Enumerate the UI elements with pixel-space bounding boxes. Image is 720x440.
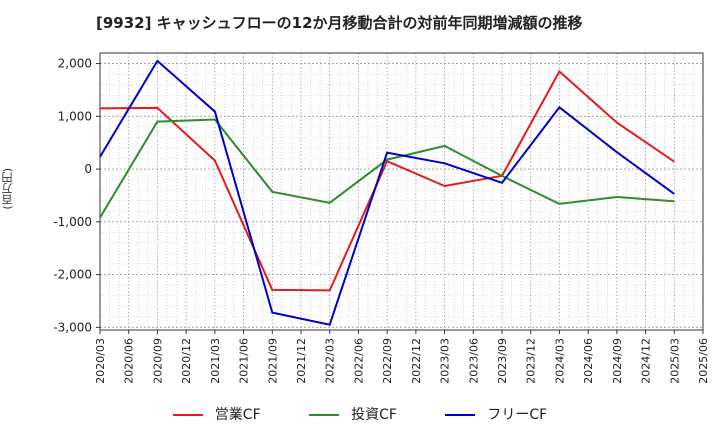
x-tick-label: 2021/03 [209, 338, 222, 384]
x-tick-label: 2022/09 [381, 338, 394, 384]
x-tick-label: 2024/03 [553, 338, 566, 384]
series-line-investing-cf [99, 118, 675, 219]
legend-label-free-cf: フリーCF [487, 407, 548, 423]
legend-item-free-cf: フリーCF [445, 404, 547, 424]
x-tick-label: 2024/12 [640, 338, 653, 384]
legend-item-investing-cf: 投資CF [309, 404, 397, 424]
y-tick-label: -2,000 [53, 268, 92, 282]
y-tick-label: -3,000 [53, 320, 92, 334]
x-tick-label: 2023/09 [496, 338, 509, 384]
series-line-free-cf [99, 59, 675, 326]
x-tick-label: 2021/06 [238, 338, 251, 384]
x-tick-label: 2025/03 [668, 338, 681, 384]
x-tick-label: 2020/03 [94, 338, 107, 384]
x-tick-label: 2023/12 [525, 338, 538, 384]
series-line-operating-cf [99, 69, 675, 292]
legend-label-operating-cf: 営業CF [214, 407, 261, 423]
plot-border [99, 52, 704, 331]
plot-area [100, 53, 703, 330]
y-tick-label: 1,000 [58, 109, 92, 123]
legend-item-operating-cf: 営業CF [172, 404, 261, 424]
y-tick-label: -1,000 [53, 215, 92, 229]
legend-swatch-free-cf [445, 414, 476, 416]
x-tick-label: 2025/06 [697, 338, 710, 384]
x-tick-label: 2021/12 [295, 338, 308, 384]
x-tick-label: 2024/09 [611, 338, 624, 384]
x-tick-label: 2020/06 [123, 338, 136, 384]
chart-title: [9932] キャッシュフローの12か月移動合計の対前年同期増減額の推移 [96, 14, 583, 32]
x-tick-label: 2024/06 [582, 338, 595, 384]
y-tick-label: 2,000 [58, 57, 92, 71]
legend-swatch-investing-cf [309, 414, 340, 416]
x-tick-label: 2022/06 [352, 338, 365, 384]
x-tick-label: 2022/12 [410, 338, 423, 384]
legend-swatch-operating-cf [172, 414, 203, 416]
x-tick-label: 2020/09 [151, 338, 164, 384]
x-tick-label: 2022/03 [324, 338, 337, 384]
y-tick-label: 0 [84, 162, 92, 176]
x-tick-label: 2021/09 [266, 338, 279, 384]
x-tick-label: 2023/06 [467, 338, 480, 384]
legend: 営業CF 投資CF フリーCF [0, 404, 720, 424]
x-tick-label: 2023/03 [439, 338, 452, 384]
x-tick-label: 2020/12 [180, 338, 193, 384]
legend-label-investing-cf: 投資CF [351, 407, 397, 423]
